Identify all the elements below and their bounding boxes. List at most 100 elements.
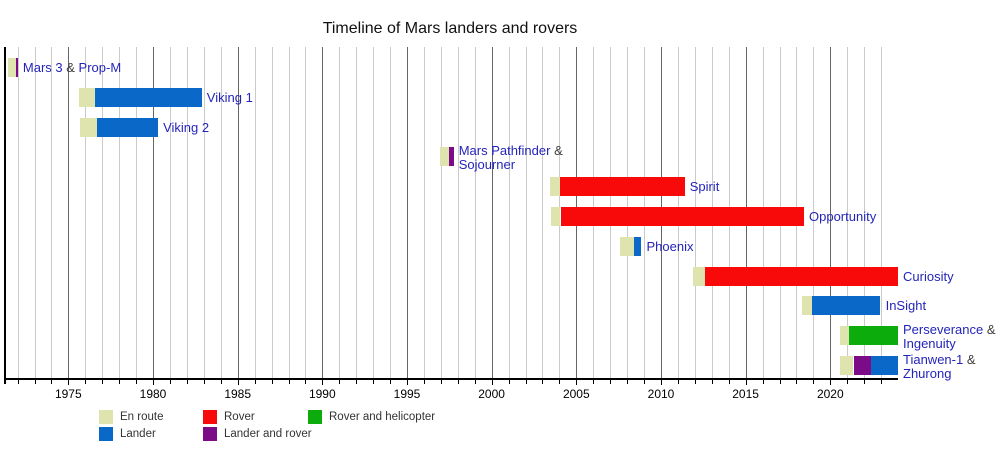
legend-label: Lander — [120, 428, 156, 440]
axis-tick — [813, 378, 815, 384]
gridline-minor — [508, 47, 510, 378]
axis-tick — [610, 378, 612, 384]
mission-label-line: Viking 1 — [207, 88, 253, 107]
axis-tick — [881, 378, 883, 384]
mission-label-line: Viking 2 — [163, 118, 209, 137]
gridline-minor — [186, 47, 188, 378]
mission-link[interactable]: Prop-M — [78, 60, 122, 75]
mission-link[interactable]: Ingenuity — [903, 335, 956, 351]
gridline-minor — [813, 47, 815, 378]
mission-link[interactable]: Viking 2 — [163, 119, 210, 135]
axis-tick — [153, 378, 154, 385]
axis-tick — [34, 378, 36, 384]
gridline-minor — [525, 47, 527, 378]
gridline-minor — [288, 47, 290, 378]
bar-segment-rover — [705, 266, 898, 286]
gridline-minor — [440, 47, 442, 378]
axis-tick — [322, 378, 324, 385]
mission-link[interactable]: Zhurong — [903, 365, 952, 381]
bar-segment-rover — [560, 207, 804, 226]
axis-tick — [288, 378, 290, 384]
mission-link[interactable]: Mars Pathfinder — [458, 143, 551, 159]
gridline-minor — [203, 47, 205, 378]
mission-label-line: Tianwen-1 & — [903, 353, 976, 367]
axis-tick — [661, 378, 662, 385]
axis-tick-label: 1995 — [393, 387, 421, 401]
mission-link[interactable]: Mars 3 — [22, 60, 63, 75]
bar-segment-lander — [96, 117, 159, 137]
axis-tick — [847, 378, 849, 384]
mission-label-line: Opportunity — [809, 207, 876, 226]
axis-tick — [627, 378, 629, 384]
mission-label: Viking 1 — [207, 88, 253, 107]
bar-segment-en_route — [7, 58, 16, 77]
mission-link[interactable]: Curiosity — [903, 268, 954, 284]
gridline-minor — [864, 47, 866, 378]
mission-label-line: Phoenix — [647, 237, 694, 256]
axis-tick-label: 1980 — [139, 387, 167, 401]
bar-segment-en_route — [549, 177, 560, 197]
bar-segment-en_route — [79, 87, 95, 107]
axis-tick — [102, 378, 104, 384]
gridline-minor — [474, 47, 476, 378]
bar-segment-lander_and_rover — [853, 356, 871, 375]
legend-swatch-rover_and_helicopter — [308, 410, 322, 424]
gridline-minor — [881, 47, 883, 378]
mission-link[interactable]: Perseverance — [903, 322, 984, 338]
axis-tick — [644, 378, 645, 384]
axis-tick — [373, 378, 375, 384]
axis-tick — [728, 378, 730, 384]
gridline-minor — [271, 47, 273, 378]
mission-label-line: Curiosity — [903, 267, 954, 286]
axis-tick — [830, 378, 832, 385]
bar-segment-en_route — [439, 147, 450, 167]
axis-tick — [762, 378, 764, 384]
mission-link[interactable]: Spirit — [689, 179, 720, 195]
bar-segment-rover — [559, 177, 685, 197]
label-separator: & — [550, 143, 563, 159]
axis-tick — [576, 378, 578, 385]
gridline-major — [68, 47, 70, 378]
gridline-minor — [390, 47, 391, 378]
y-axis-line — [4, 47, 6, 384]
mission-label: Tianwen-1 & Zhurong — [903, 353, 976, 380]
mission-link[interactable]: Viking 1 — [206, 89, 253, 105]
axis-tick — [254, 378, 256, 384]
mission-link[interactable]: Phoenix — [646, 238, 694, 254]
legend-label: Rover and helicopter — [329, 411, 436, 423]
gridline-minor — [356, 47, 358, 378]
axis-tick — [474, 378, 476, 384]
gridline-major — [491, 47, 493, 378]
axis-tick — [237, 378, 239, 385]
mission-label: Perseverance & Ingenuity — [903, 323, 996, 350]
gridline-major — [153, 47, 154, 378]
axis-tick — [440, 378, 442, 384]
legend-swatch-lander_and_rover — [203, 427, 217, 441]
mission-link[interactable]: Sojourner — [458, 156, 516, 172]
mission-link[interactable]: Opportunity — [809, 209, 877, 224]
legend-label: En route — [120, 411, 164, 423]
gridline-minor — [457, 47, 459, 378]
axis-tick — [136, 378, 138, 384]
mission-label: Viking 2 — [163, 118, 209, 137]
label-separator: & — [983, 322, 996, 338]
mission-label-line: Mars 3 & Prop-M — [23, 58, 121, 77]
axis-tick — [339, 378, 341, 384]
legend-swatch-rover — [203, 410, 217, 424]
axis-tick — [390, 378, 391, 384]
axis-tick-label: 1990 — [308, 387, 336, 401]
axis-tick-label: 1985 — [224, 387, 252, 401]
mission-label: InSight — [886, 296, 926, 315]
bar-segment-en_route — [620, 236, 634, 256]
axis-tick — [694, 378, 696, 384]
bar-segment-rover_and_helicopter — [849, 326, 898, 346]
mission-link[interactable]: Tianwen-1 — [903, 352, 964, 367]
mission-link[interactable]: InSight — [885, 298, 927, 314]
gridline-minor — [102, 47, 104, 378]
bar-segment-lander — [633, 236, 642, 256]
axis-tick-label: 2015 — [732, 387, 759, 401]
axis-tick — [525, 378, 527, 384]
gridline-minor — [423, 47, 425, 378]
bar-segment-lander_and_rover — [449, 147, 454, 167]
bar-segment-en_route — [802, 296, 812, 316]
